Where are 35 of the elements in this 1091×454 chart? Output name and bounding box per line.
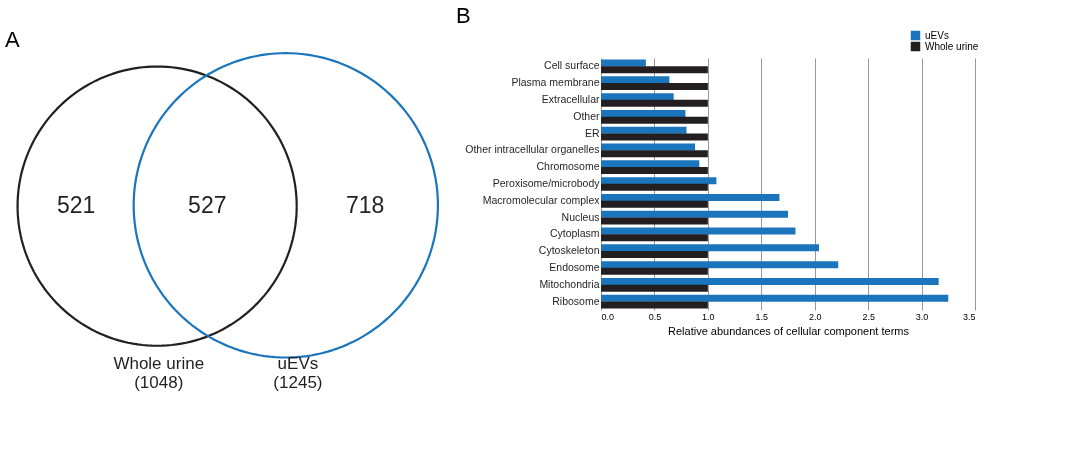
x-tick-label: 0.0 bbox=[601, 311, 615, 322]
y-tick-label: Cell surface bbox=[544, 59, 600, 72]
text: 718 bbox=[345, 192, 385, 219]
y-tick-label: Macromolecular complex bbox=[482, 193, 601, 206]
text: 521 bbox=[57, 192, 96, 219]
data-label: (1245) bbox=[273, 372, 323, 392]
y-tick-label: ER bbox=[584, 126, 600, 139]
x-tick-label: 2.0 bbox=[808, 311, 822, 322]
x-axis-title: Relative abundances of cellular component terms bbox=[668, 324, 910, 337]
y-tick-label: Cytoskeleton bbox=[538, 244, 600, 257]
text: A bbox=[5, 27, 20, 53]
y-tick-label: Plasma membrane bbox=[511, 76, 600, 89]
y-tick-label: Chromosome bbox=[536, 160, 600, 173]
y-tick-label: Extracellular bbox=[541, 93, 600, 105]
data-label: (1048) bbox=[134, 372, 184, 392]
y-tick-label: Cytoplasm bbox=[549, 227, 600, 240]
x-tick-label: 3.5 bbox=[962, 311, 976, 322]
y-tick-label: Peroxisome/microbody bbox=[492, 177, 601, 189]
legend-label: uEVs bbox=[925, 29, 949, 41]
text: 527 bbox=[188, 192, 227, 219]
category-label: uEVs bbox=[277, 353, 319, 373]
y-tick-label: Other bbox=[573, 109, 600, 122]
chart-title: B bbox=[456, 3, 471, 28]
x-tick-label: 2.5 bbox=[862, 311, 875, 322]
y-tick-label: Nucleus bbox=[561, 210, 600, 223]
x-tick-label: 1.0 bbox=[702, 311, 715, 322]
category-label: Whole urine bbox=[113, 353, 205, 373]
y-tick-label: Other intracellular organelles bbox=[465, 143, 600, 156]
x-tick-label: 0.5 bbox=[648, 311, 662, 322]
x-tick-label: 1.5 bbox=[755, 311, 769, 322]
y-tick-label: Endosome bbox=[549, 261, 600, 273]
legend-label: Whole urine bbox=[925, 40, 979, 52]
x-tick-label: 3.0 bbox=[915, 311, 929, 322]
y-tick-label: Ribosome bbox=[552, 294, 600, 307]
y-tick-label: Mitochondria bbox=[539, 277, 600, 290]
